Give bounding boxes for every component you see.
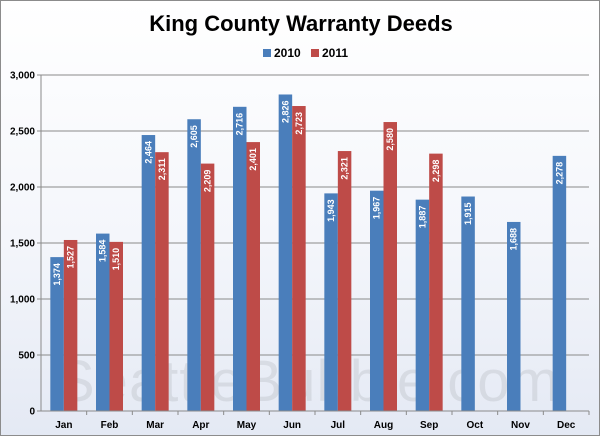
x-tick-label-Dec: Dec [557, 420, 576, 431]
legend-swatch-2011 [311, 49, 319, 57]
y-tick-label: 2,000 [10, 183, 35, 194]
x-tick-label-May: May [237, 420, 257, 431]
watermark-text: SeattleBubble.com [56, 349, 560, 414]
y-tick-label: 2,500 [10, 127, 35, 138]
x-tick-label-Jul: Jul [331, 420, 346, 431]
x-tick-label-Oct: Oct [466, 420, 483, 431]
bar-2010-Aug [370, 190, 384, 411]
y-tick-label: 1,000 [10, 295, 35, 306]
chart-title: King County Warranty Deeds [149, 11, 453, 36]
bar-2011-Aug [383, 122, 397, 411]
data-label-2010-Jun: 2,826 [280, 100, 290, 123]
bar-2010-May [233, 106, 247, 412]
bar-2010-Apr [187, 119, 201, 412]
bar-2010-Feb [96, 233, 110, 411]
legend-swatch-2010 [263, 49, 271, 57]
axes: 0 500 1,000 1,500 2,000 2,500 3,000 Jan Feb Mar Ap… [10, 71, 590, 431]
x-tick-label-Jan: Jan [55, 420, 72, 431]
bar-2011-Jun [292, 106, 306, 412]
data-label-2011-Mar: 2,311 [157, 158, 167, 180]
bar-2010-Oct [461, 196, 475, 411]
gridlines [41, 74, 589, 356]
bar-2010-Dec [552, 155, 567, 411]
bar-2011-Jan [63, 239, 78, 411]
bar-2011-Sep [429, 153, 443, 411]
x-tick-label-Feb: Feb [101, 420, 119, 431]
data-label-2011-Jul: 2,321 [340, 157, 350, 180]
bar-2010-Jun [278, 94, 293, 411]
bar-2010-Jan [50, 257, 64, 411]
data-label-2010-Nov: 1,688 [509, 228, 519, 251]
bars [50, 94, 567, 412]
legend: 2010 2011 [263, 46, 348, 60]
bar-2011-Apr [200, 163, 215, 411]
x-tick-label-Jun: Jun [283, 420, 301, 431]
bar-2010-Mar [141, 135, 156, 412]
data-label-2010-Apr: 2,605 [189, 125, 199, 148]
bar-2011-May [246, 142, 260, 411]
data-label-2010-Jul: 1,943 [326, 199, 336, 222]
data-label-2010-Mar: 2,464 [143, 141, 153, 164]
data-label-2010-Dec: 2,278 [554, 162, 564, 185]
data-label-2011-Apr: 2,209 [203, 170, 213, 193]
data-label-2011-Aug: 2,580 [385, 128, 395, 151]
data-labels: 1,374 1,527 1,584 1,510 2,464 2,311 2,605 2,209… [52, 100, 564, 285]
y-tick-label: 3,000 [10, 71, 35, 82]
bar-2010-Jul [324, 193, 338, 411]
data-label-2010-Feb: 1,584 [98, 240, 108, 263]
data-label-2011-Feb: 1,510 [111, 248, 121, 271]
x-tick-label-Nov: Nov [511, 420, 530, 431]
data-label-2011-May: 2,401 [248, 148, 258, 171]
y-tick-label: 1,500 [10, 239, 35, 250]
data-label-2011-Jun: 2,723 [294, 112, 304, 135]
data-label-2011-Jan: 1,527 [66, 246, 76, 269]
x-tick-label-Sep: Sep [420, 420, 438, 431]
bar-2011-Jul [337, 151, 352, 411]
bar-2011-Mar [155, 152, 169, 411]
x-tick-label-Mar: Mar [146, 420, 164, 431]
data-label-2010-Jan: 1,374 [52, 263, 62, 286]
data-label-2010-Sep: 1,887 [417, 206, 427, 229]
data-label-2010-May: 2,716 [235, 113, 245, 136]
legend-label-2010: 2010 [274, 46, 301, 60]
data-label-2010-Oct: 1,915 [463, 203, 473, 226]
x-tick-label-Apr: Apr [192, 420, 209, 431]
bar-2010-Nov [507, 221, 521, 411]
x-tick-label-Aug: Aug [374, 420, 393, 431]
bar-2010-Sep [415, 199, 430, 411]
y-tick-label: 500 [18, 351, 35, 362]
bar-2011-Feb [109, 241, 123, 411]
legend-label-2011: 2011 [322, 46, 348, 60]
data-label-2011-Sep: 2,298 [431, 160, 441, 183]
y-tick-label: 0 [29, 407, 35, 418]
data-label-2010-Aug: 1,967 [372, 197, 382, 220]
